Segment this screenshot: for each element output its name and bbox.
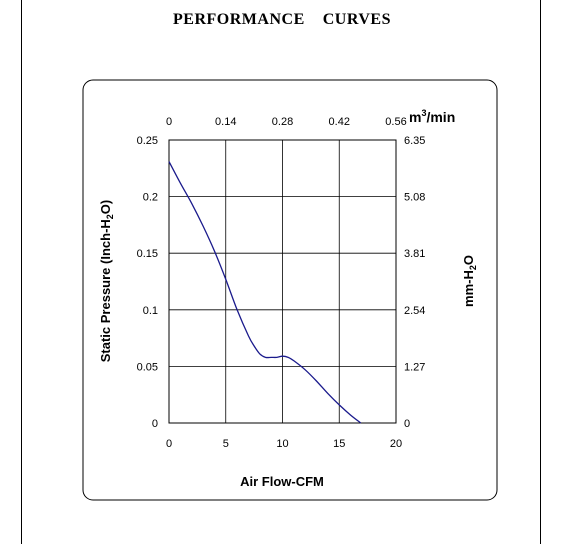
series-line [168,161,362,424]
tick-labels: 0 5 10 15 200 0.14 0.28 0.42 0.5600.050.10.150.2… [137,116,426,450]
y-tick-label: 0.25 [137,135,158,147]
page-title: PERFORMANCE CURVES [173,11,391,28]
x-tick-label: 10 [276,438,288,450]
x-tick-label: 0 [166,438,172,450]
right-tick-label: 5.08 [404,192,425,204]
top-tick-label: 0.42 [329,116,350,128]
page-border-left [21,0,22,544]
top-tick-label: 0 [166,116,172,128]
top-tick-label: 0.56 [385,116,406,128]
x-tick-label: 20 [390,438,402,450]
right-tick-label: 2.54 [404,305,425,317]
x-axis-label: Air Flow-CFM [240,474,324,489]
top-axis-label: m3/min [409,108,455,125]
y-tick-label: 0.05 [137,361,158,373]
page-border-right [540,0,541,544]
x-tick-label: 5 [223,438,229,450]
y-axis-label: Static Pressure (Inch-H2O) [98,200,115,363]
right-axis-label: mm-H2O [461,255,478,307]
top-tick-label: 0.28 [272,116,293,128]
y-tick-label: 0.2 [143,192,158,204]
right-tick-label: 3.81 [404,248,425,260]
chart-frame [82,79,498,501]
y-tick-label: 0 [152,418,158,430]
grid [169,140,396,423]
right-tick-label: 6.35 [404,135,425,147]
right-tick-label: 1.27 [404,361,425,373]
top-tick-label: 0.14 [215,116,236,128]
right-tick-label: 0 [404,418,410,430]
x-tick-label: 15 [333,438,345,450]
plot-area-border [168,139,397,424]
y-tick-label: 0.15 [137,248,158,260]
y-tick-label: 0.1 [143,305,158,317]
